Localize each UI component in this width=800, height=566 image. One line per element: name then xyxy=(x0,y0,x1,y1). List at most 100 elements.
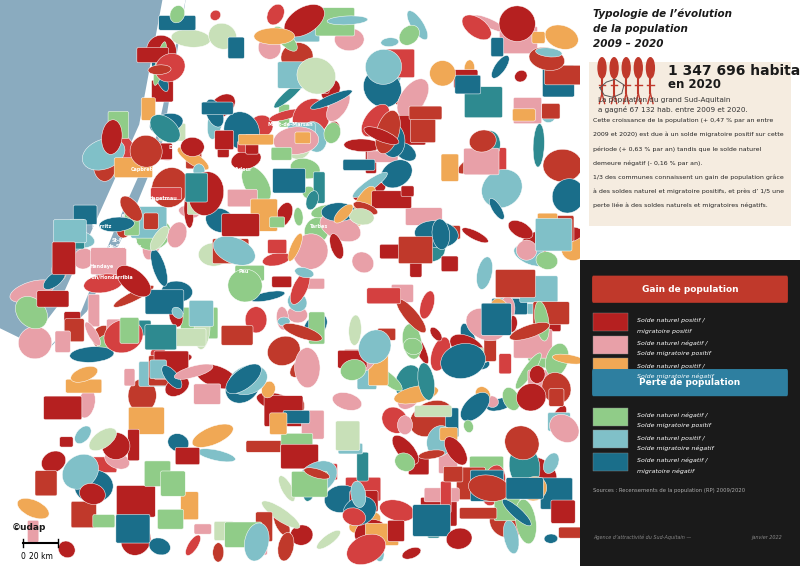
FancyBboxPatch shape xyxy=(414,405,452,417)
Ellipse shape xyxy=(310,90,352,109)
FancyBboxPatch shape xyxy=(27,520,39,542)
Ellipse shape xyxy=(172,307,183,319)
Ellipse shape xyxy=(515,499,537,544)
Ellipse shape xyxy=(552,354,585,364)
Ellipse shape xyxy=(530,366,545,383)
Ellipse shape xyxy=(58,541,75,558)
FancyBboxPatch shape xyxy=(129,407,164,434)
Ellipse shape xyxy=(149,538,170,555)
Ellipse shape xyxy=(507,316,518,332)
FancyBboxPatch shape xyxy=(256,512,273,542)
FancyBboxPatch shape xyxy=(538,213,558,226)
Ellipse shape xyxy=(62,454,98,489)
Ellipse shape xyxy=(162,366,182,389)
Ellipse shape xyxy=(130,135,162,167)
Text: Aire-sur-Adour: Aire-sur-Adour xyxy=(212,168,252,172)
Ellipse shape xyxy=(250,291,285,302)
Ellipse shape xyxy=(148,65,171,75)
FancyBboxPatch shape xyxy=(74,205,97,225)
Ellipse shape xyxy=(375,110,400,154)
FancyBboxPatch shape xyxy=(108,112,129,139)
Ellipse shape xyxy=(334,204,353,223)
Ellipse shape xyxy=(470,130,496,152)
Ellipse shape xyxy=(167,222,187,248)
Ellipse shape xyxy=(186,535,201,555)
Ellipse shape xyxy=(479,131,500,159)
Text: 0: 0 xyxy=(21,552,26,561)
Ellipse shape xyxy=(293,234,328,269)
FancyBboxPatch shape xyxy=(175,448,200,465)
FancyBboxPatch shape xyxy=(301,278,325,289)
FancyBboxPatch shape xyxy=(409,106,442,119)
FancyBboxPatch shape xyxy=(54,220,86,243)
Ellipse shape xyxy=(370,537,384,561)
Ellipse shape xyxy=(56,228,94,248)
Ellipse shape xyxy=(303,484,314,501)
FancyBboxPatch shape xyxy=(367,151,398,162)
FancyBboxPatch shape xyxy=(543,319,561,332)
FancyBboxPatch shape xyxy=(110,320,151,336)
Ellipse shape xyxy=(508,220,533,239)
Ellipse shape xyxy=(288,233,302,261)
Ellipse shape xyxy=(362,104,390,137)
FancyBboxPatch shape xyxy=(350,491,378,512)
Ellipse shape xyxy=(500,297,515,322)
Ellipse shape xyxy=(213,543,224,562)
Ellipse shape xyxy=(402,324,422,359)
Ellipse shape xyxy=(181,138,204,157)
Text: Solde migratoire positif: Solde migratoire positif xyxy=(638,351,711,356)
Ellipse shape xyxy=(422,239,445,261)
Ellipse shape xyxy=(366,49,402,84)
Ellipse shape xyxy=(397,79,429,117)
Ellipse shape xyxy=(267,336,300,366)
Text: Tarbes: Tarbes xyxy=(310,224,328,229)
Ellipse shape xyxy=(515,456,557,491)
Ellipse shape xyxy=(78,389,95,418)
Ellipse shape xyxy=(334,28,364,51)
FancyBboxPatch shape xyxy=(213,239,249,264)
Ellipse shape xyxy=(517,384,546,411)
Ellipse shape xyxy=(146,35,176,66)
FancyBboxPatch shape xyxy=(470,456,503,473)
FancyBboxPatch shape xyxy=(424,488,459,502)
FancyBboxPatch shape xyxy=(592,369,788,396)
FancyBboxPatch shape xyxy=(159,123,186,141)
FancyBboxPatch shape xyxy=(151,80,173,102)
Ellipse shape xyxy=(102,120,122,155)
Ellipse shape xyxy=(269,109,302,121)
Ellipse shape xyxy=(196,365,237,389)
FancyBboxPatch shape xyxy=(181,492,198,520)
Ellipse shape xyxy=(139,138,172,161)
Ellipse shape xyxy=(116,265,151,297)
Ellipse shape xyxy=(499,6,535,41)
Ellipse shape xyxy=(445,437,467,465)
Ellipse shape xyxy=(198,449,235,462)
Ellipse shape xyxy=(85,322,101,346)
Ellipse shape xyxy=(150,115,180,143)
FancyBboxPatch shape xyxy=(594,336,629,354)
Ellipse shape xyxy=(522,477,546,501)
Ellipse shape xyxy=(346,534,386,565)
Ellipse shape xyxy=(177,147,209,170)
Text: Typologie de l’évolution: Typologie de l’évolution xyxy=(594,8,732,19)
FancyBboxPatch shape xyxy=(268,239,286,254)
FancyBboxPatch shape xyxy=(222,214,259,237)
FancyBboxPatch shape xyxy=(137,48,169,63)
Text: Sources : Recensements de la population (RP) 2009/2020: Sources : Recensements de la population … xyxy=(594,488,746,493)
Ellipse shape xyxy=(543,149,582,182)
FancyBboxPatch shape xyxy=(37,291,69,307)
FancyBboxPatch shape xyxy=(65,319,84,342)
FancyBboxPatch shape xyxy=(281,433,313,456)
Text: de la population: de la population xyxy=(594,24,688,34)
FancyBboxPatch shape xyxy=(386,49,414,78)
Ellipse shape xyxy=(373,366,402,391)
Ellipse shape xyxy=(322,203,356,221)
Text: en 2020: en 2020 xyxy=(668,78,721,91)
FancyBboxPatch shape xyxy=(169,328,206,346)
Ellipse shape xyxy=(198,243,229,266)
FancyBboxPatch shape xyxy=(189,301,214,327)
Ellipse shape xyxy=(89,428,117,451)
Ellipse shape xyxy=(420,291,434,319)
Text: ©udap: ©udap xyxy=(11,523,46,532)
Text: Agence d’attractivité du Sud-Aquitain —: Agence d’attractivité du Sud-Aquitain — xyxy=(594,535,691,541)
